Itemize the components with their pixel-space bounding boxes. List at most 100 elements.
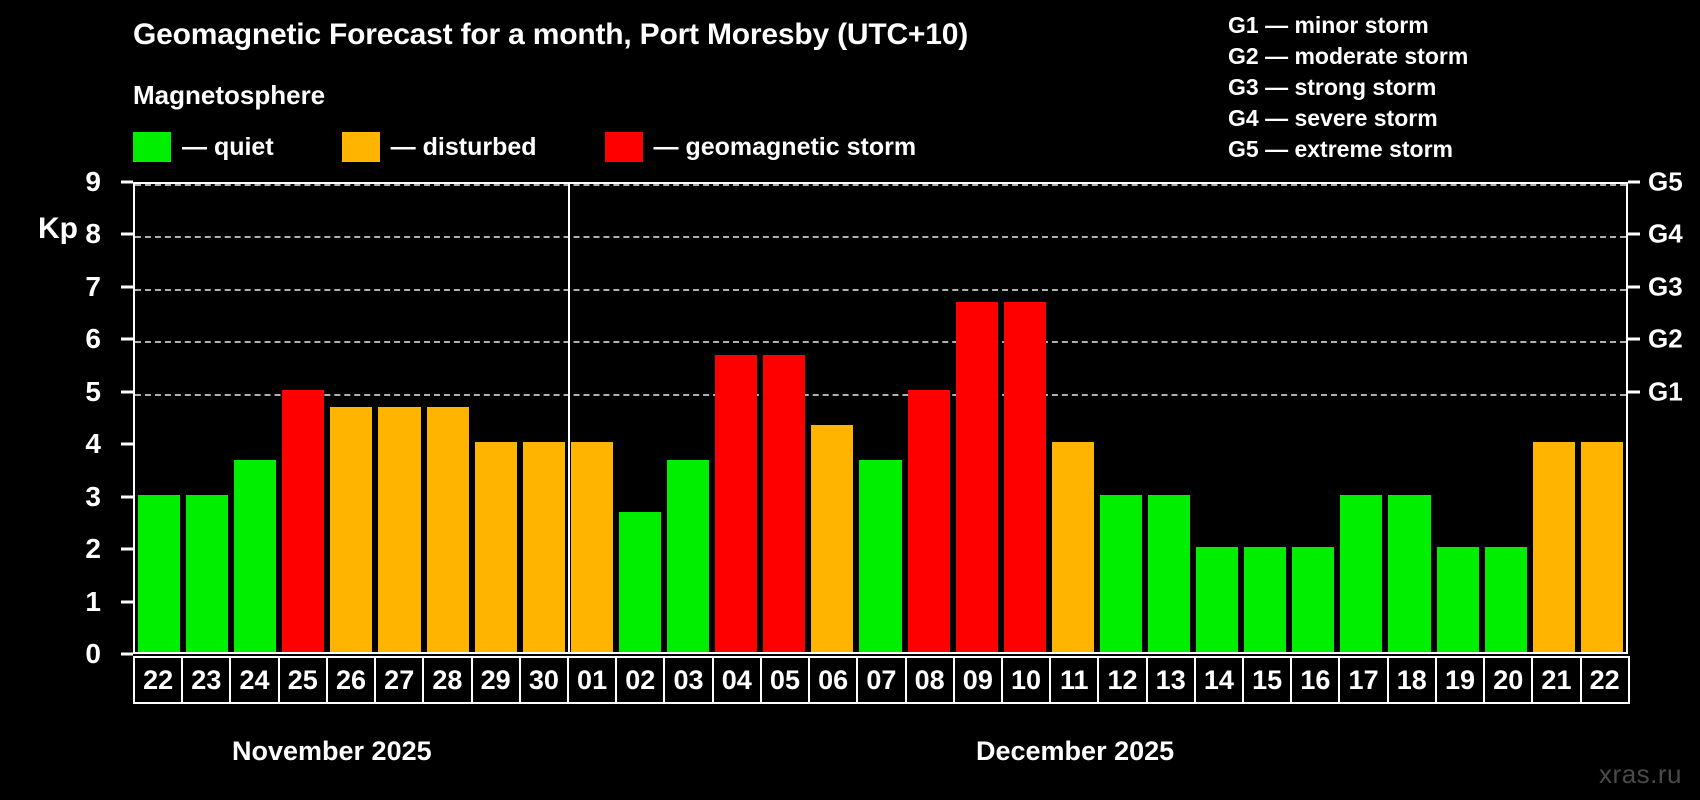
bar-day-22-dec <box>1580 442 1623 652</box>
y-axis-left: 0 1 2 3 4 5 6 7 8 9 <box>0 166 133 669</box>
bars-layer <box>135 184 1626 652</box>
y-tick-mark-4 <box>121 442 133 446</box>
y-tick-mark-3 <box>121 495 133 499</box>
bar-day-13-dec <box>1147 494 1191 652</box>
bar-day-23-nov <box>186 494 229 652</box>
day-label-25-nov: 25 <box>277 656 328 704</box>
g-tick-mark-g3 <box>1628 285 1640 289</box>
y-tick-label-2: 2 <box>85 533 101 565</box>
y-tick-mark-6 <box>121 337 133 341</box>
bar-day-17-dec <box>1340 494 1383 652</box>
bar-day-20-dec <box>1484 547 1527 652</box>
gridline-kp-5 <box>135 393 1626 396</box>
day-label-21-dec: 21 <box>1531 656 1582 704</box>
g-scale-legend: G1 — minor storm G2 — moderate storm G3 … <box>1228 10 1468 165</box>
bar-day-11-dec <box>1051 442 1094 652</box>
g-tick-label-g5: G5 <box>1648 166 1683 197</box>
day-label-08-dec: 08 <box>904 656 955 704</box>
day-label-13-dec: 13 <box>1145 656 1196 704</box>
bar-slot <box>424 184 472 652</box>
bar-slot <box>1193 184 1241 652</box>
bar-slot <box>327 184 375 652</box>
bar-slot <box>279 184 327 652</box>
bar-slot <box>520 184 568 652</box>
day-label-11-dec: 11 <box>1049 656 1100 704</box>
bar-day-10-dec <box>1003 302 1046 652</box>
plot-inner <box>135 184 1626 652</box>
day-label-03-dec: 03 <box>663 656 714 704</box>
bar-day-15-dec <box>1244 547 1287 652</box>
bar-slot <box>472 184 520 652</box>
y-tick-label-0: 0 <box>85 638 101 669</box>
day-label-20-dec: 20 <box>1483 656 1534 704</box>
legend-entry-storm: — geomagnetic storm <box>604 132 917 162</box>
bar-slot <box>808 184 856 652</box>
y-tick-label-6: 6 <box>85 323 101 355</box>
bar-day-05-dec <box>763 354 806 652</box>
y-tick-label-8: 8 <box>85 218 101 250</box>
bar-slot <box>1482 184 1530 652</box>
day-label-09-dec: 09 <box>952 656 1003 704</box>
bar-day-06-dec <box>811 424 854 652</box>
y-tick-mark-8 <box>121 232 133 236</box>
gridline-kp-6 <box>135 341 1626 344</box>
bar-day-18-dec <box>1388 494 1431 652</box>
legend-label-geomagnetic-storm: — geomagnetic storm <box>653 132 917 161</box>
legend-label-disturbed: — disturbed <box>390 132 537 161</box>
legend-swatch-geomagnetic-storm <box>604 132 643 162</box>
bar-day-19-dec <box>1436 547 1479 652</box>
bar-slot <box>1145 184 1193 652</box>
magnetosphere-section-label: Magnetosphere <box>133 80 326 110</box>
bar-day-29-nov <box>474 442 517 652</box>
month-divider <box>567 184 570 652</box>
bar-slot <box>183 184 231 652</box>
bar-slot <box>1578 184 1626 652</box>
bar-slot <box>1385 184 1433 652</box>
bar-slot <box>231 184 279 652</box>
bar-slot <box>1001 184 1049 652</box>
bar-day-28-nov <box>426 407 469 652</box>
g-tick-mark-g1 <box>1628 390 1640 394</box>
g-legend-row-g1: G1 — minor storm <box>1228 12 1429 38</box>
g-tick-mark-g4 <box>1628 232 1640 236</box>
bar-slot <box>664 184 712 652</box>
month-label-december: December 2025 <box>976 736 1175 766</box>
color-legend: — quiet — disturbed — geomagnetic storm <box>133 130 916 164</box>
y-tick-mark-0 <box>121 652 133 656</box>
bar-slot <box>760 184 808 652</box>
y-tick-mark-7 <box>121 285 133 289</box>
y-tick-label-4: 4 <box>85 428 101 460</box>
day-label-15-dec: 15 <box>1242 656 1293 704</box>
bar-day-26-nov <box>330 407 373 652</box>
bar-slot <box>616 184 664 652</box>
bar-day-01-dec <box>570 442 613 652</box>
bar-day-09-dec <box>955 302 998 652</box>
y-tick-mark-9 <box>121 180 133 184</box>
bar-slot <box>1289 184 1337 652</box>
day-label-14-dec: 14 <box>1193 656 1245 704</box>
day-label-16-dec: 16 <box>1290 656 1341 704</box>
bar-slot <box>1434 184 1482 652</box>
bar-slot <box>856 184 904 652</box>
day-label-01-dec: 01 <box>566 656 618 704</box>
day-label-04-dec: 04 <box>711 656 762 704</box>
bar-slot <box>1337 184 1385 652</box>
bar-day-03-dec <box>667 459 710 652</box>
bar-slot <box>953 184 1001 652</box>
bar-day-24-nov <box>234 459 277 652</box>
g-legend-row-g3: G3 — strong storm <box>1228 74 1437 100</box>
gridline-kp-7 <box>135 288 1626 291</box>
day-label-22-dec: 22 <box>1579 656 1630 704</box>
bar-slot <box>905 184 953 652</box>
gridline-kp-8 <box>135 236 1626 239</box>
y-axis-title-kp: Kp <box>38 212 78 245</box>
g-tick-label-g2: G2 <box>1648 323 1683 354</box>
day-label-29-nov: 29 <box>470 656 521 704</box>
bar-day-04-dec <box>715 354 758 652</box>
y-tick-label-9: 9 <box>85 166 101 197</box>
bar-slot <box>375 184 423 652</box>
y-tick-label-5: 5 <box>85 375 101 407</box>
bar-slot <box>1097 184 1145 652</box>
bar-day-02-dec <box>618 511 662 652</box>
bar-slot <box>135 184 183 652</box>
